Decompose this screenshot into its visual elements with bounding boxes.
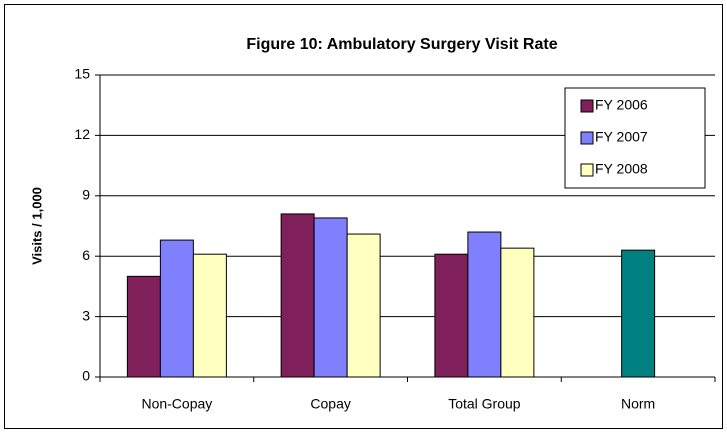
y-tick-label: 15 — [74, 66, 90, 82]
x-tick-label: Total Group — [448, 396, 521, 412]
bar — [313, 217, 348, 378]
bar — [280, 213, 315, 378]
x-tick-label: Norm — [621, 396, 655, 412]
legend-swatch — [580, 99, 594, 113]
legend-label: FY 2008 — [595, 161, 648, 177]
bar — [500, 247, 535, 378]
x-tick-label: Copay — [310, 396, 350, 412]
bar — [346, 233, 381, 378]
x-tick-label: Non-Copay — [141, 396, 212, 412]
bar — [192, 253, 227, 378]
y-tick-label: 0 — [82, 368, 90, 384]
bar — [159, 239, 194, 378]
y-tick-label: 12 — [74, 126, 90, 142]
y-tick-label: 3 — [82, 307, 90, 323]
y-tick-label: 9 — [82, 187, 90, 203]
y-tick-label: 6 — [82, 247, 90, 263]
y-axis-label: Visits / 1,000 — [29, 187, 44, 265]
legend-label: FY 2007 — [595, 129, 648, 145]
bar — [126, 275, 161, 378]
chart-title: Figure 10: Ambulatory Surgery Visit Rate — [246, 36, 557, 53]
legend-swatch — [580, 131, 594, 145]
legend-swatch — [580, 163, 594, 177]
bar — [467, 231, 502, 378]
legend-label: FY 2006 — [595, 97, 648, 113]
bar — [621, 249, 656, 378]
bar — [434, 253, 469, 378]
